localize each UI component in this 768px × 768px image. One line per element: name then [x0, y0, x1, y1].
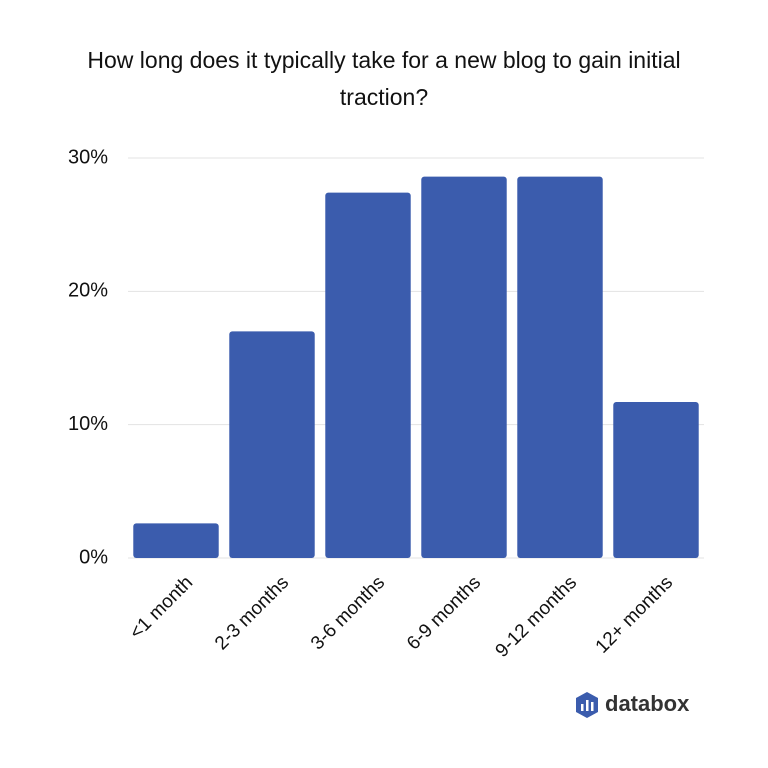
y-tick-label: 30%	[68, 146, 108, 168]
bar	[517, 176, 603, 558]
y-tick-label: 0%	[79, 546, 108, 568]
x-tick-label: 12+ months	[592, 572, 677, 657]
logo-bar	[591, 702, 594, 711]
logo-bar	[581, 704, 584, 711]
brand-name: databox	[605, 691, 690, 716]
y-tick-label: 10%	[68, 413, 108, 435]
x-tick-label: 3-6 months	[307, 572, 389, 654]
x-tick-label: 2-3 months	[211, 572, 293, 654]
chart-title: How long does it typically take for a ne…	[87, 47, 681, 110]
bar	[229, 331, 315, 558]
x-tick-label: <1 month	[126, 572, 197, 643]
x-tick-label: 9-12 months	[492, 572, 582, 662]
bar	[325, 192, 411, 558]
bar	[613, 402, 699, 558]
y-tick-label: 20%	[68, 280, 108, 302]
bar	[133, 523, 219, 558]
x-tick-label: 6-9 months	[403, 572, 485, 654]
bar	[421, 176, 507, 558]
brand-logo: databox	[576, 691, 690, 718]
logo-bar	[586, 700, 589, 711]
